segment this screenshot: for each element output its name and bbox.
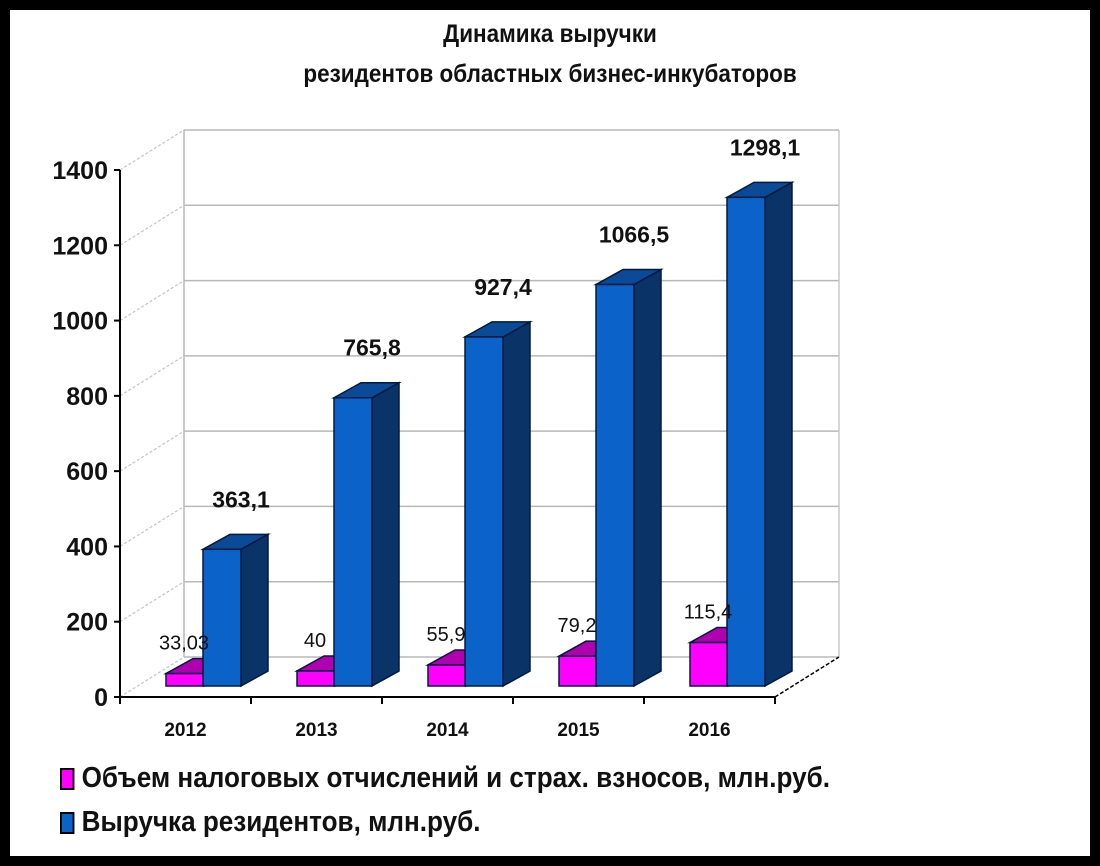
legend-swatch-magenta	[60, 767, 75, 790]
side-wall-gridline	[119, 355, 185, 397]
revenue-bar-front	[464, 336, 504, 687]
revenue-bar-front	[595, 283, 635, 687]
tax-value-label: 115,4	[684, 602, 733, 624]
y-tick-label: 1000	[52, 308, 108, 336]
side-wall-gridline	[119, 129, 185, 171]
legend-label: Объем налоговых отчислений и страх. взно…	[81, 762, 830, 794]
legend-label: Выручка резидентов, млн.руб.	[81, 806, 481, 838]
chart-title-line-1: Динамика выручки	[443, 20, 657, 48]
side-wall-gridline	[119, 656, 185, 698]
tax-bar-front	[558, 655, 598, 687]
revenue-value-label: 927,4	[474, 274, 532, 300]
tax-value-label: 55,9	[427, 624, 466, 646]
side-wall-gridline	[119, 280, 185, 322]
tax-bar-front	[427, 664, 467, 687]
revenue-bar-front	[333, 396, 373, 687]
side-wall-gridline	[119, 204, 185, 246]
y-tick-label: 600	[66, 458, 108, 486]
x-tick-label: 2013	[295, 720, 337, 741]
tax-value-label: 40	[304, 630, 326, 652]
revenue-value-label: 765,8	[343, 335, 401, 361]
tax-value-label: 79,2	[558, 615, 597, 637]
legend-item-revenue: Выручка резидентов, млн.руб.	[60, 806, 480, 839]
revenue-value-label: 363,1	[212, 486, 270, 512]
y-tick-label: 1200	[52, 232, 108, 260]
legend-swatch-blue	[60, 811, 75, 834]
y-tick-label: 0	[94, 684, 108, 712]
y-tick-label: 1400	[52, 157, 108, 185]
tax-bar-front	[165, 672, 205, 687]
revenue-bar-front	[726, 196, 766, 687]
floor-edge	[774, 656, 840, 698]
revenue-bar-side	[371, 381, 400, 688]
x-tick-label: 2012	[164, 720, 206, 741]
revenue-value-label: 1298,1	[730, 134, 801, 160]
revenue-bar-side	[633, 268, 662, 688]
revenue-bar-side	[764, 181, 793, 688]
x-tick-label: 2014	[426, 720, 469, 741]
y-tick-label: 800	[66, 383, 108, 411]
tax-bar-front	[296, 670, 336, 687]
revenue-bar-side	[240, 533, 269, 688]
side-wall-gridline	[119, 581, 185, 623]
y-tick-label: 200	[66, 609, 108, 637]
x-tick-label: 2016	[688, 720, 730, 741]
legend-item-tax: Объем налоговых отчислений и страх. взно…	[60, 762, 830, 795]
revenue-bar-side	[502, 320, 531, 688]
side-wall-gridline	[119, 430, 185, 472]
tax-value-label: 33,03	[159, 633, 209, 655]
x-tick-label: 2015	[557, 720, 600, 741]
y-tick-label: 400	[66, 533, 108, 561]
revenue-bar-front	[202, 548, 242, 687]
revenue-value-label: 1066,5	[599, 222, 670, 248]
chart-title-line-2: резидентов областных бизнес-инкубаторов	[303, 60, 797, 88]
chart-panel	[10, 10, 1090, 856]
side-wall-gridline	[119, 505, 185, 547]
tax-bar-front	[689, 641, 729, 687]
